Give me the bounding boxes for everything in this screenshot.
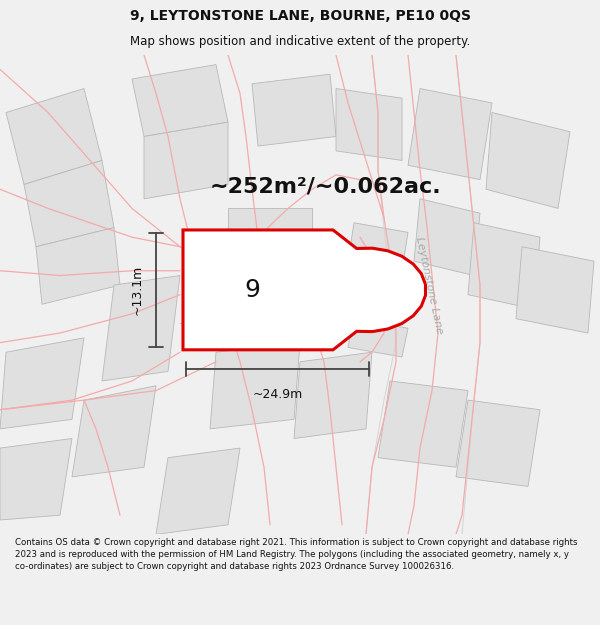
Polygon shape [414,199,480,276]
Text: Leytonstone Lane: Leytonstone Lane [414,236,444,334]
Polygon shape [144,122,228,199]
Polygon shape [378,381,468,468]
Polygon shape [228,208,312,276]
Polygon shape [6,89,102,184]
Polygon shape [0,338,84,429]
Text: ~24.9m: ~24.9m [253,388,302,401]
Polygon shape [0,439,72,520]
Text: Map shows position and indicative extent of the property.: Map shows position and indicative extent… [130,35,470,48]
Polygon shape [294,352,372,439]
Polygon shape [468,222,540,309]
Polygon shape [486,112,570,208]
Polygon shape [348,319,408,357]
Polygon shape [252,74,336,146]
Polygon shape [336,89,402,161]
Polygon shape [156,448,240,534]
Polygon shape [348,222,408,271]
Polygon shape [408,89,492,179]
Text: Contains OS data © Crown copyright and database right 2021. This information is : Contains OS data © Crown copyright and d… [15,538,577,571]
Text: ~13.1m: ~13.1m [131,265,144,315]
Polygon shape [102,276,180,381]
Text: ~252m²/~0.062ac.: ~252m²/~0.062ac. [210,177,442,197]
Text: 9, LEYTONSTONE LANE, BOURNE, PE10 0QS: 9, LEYTONSTONE LANE, BOURNE, PE10 0QS [130,9,470,24]
Polygon shape [183,230,425,350]
Polygon shape [132,64,228,136]
Polygon shape [516,247,594,333]
Polygon shape [24,161,114,247]
Polygon shape [72,386,156,477]
Polygon shape [456,400,540,486]
Polygon shape [36,228,120,304]
Text: 9: 9 [244,278,260,302]
Polygon shape [210,342,300,429]
